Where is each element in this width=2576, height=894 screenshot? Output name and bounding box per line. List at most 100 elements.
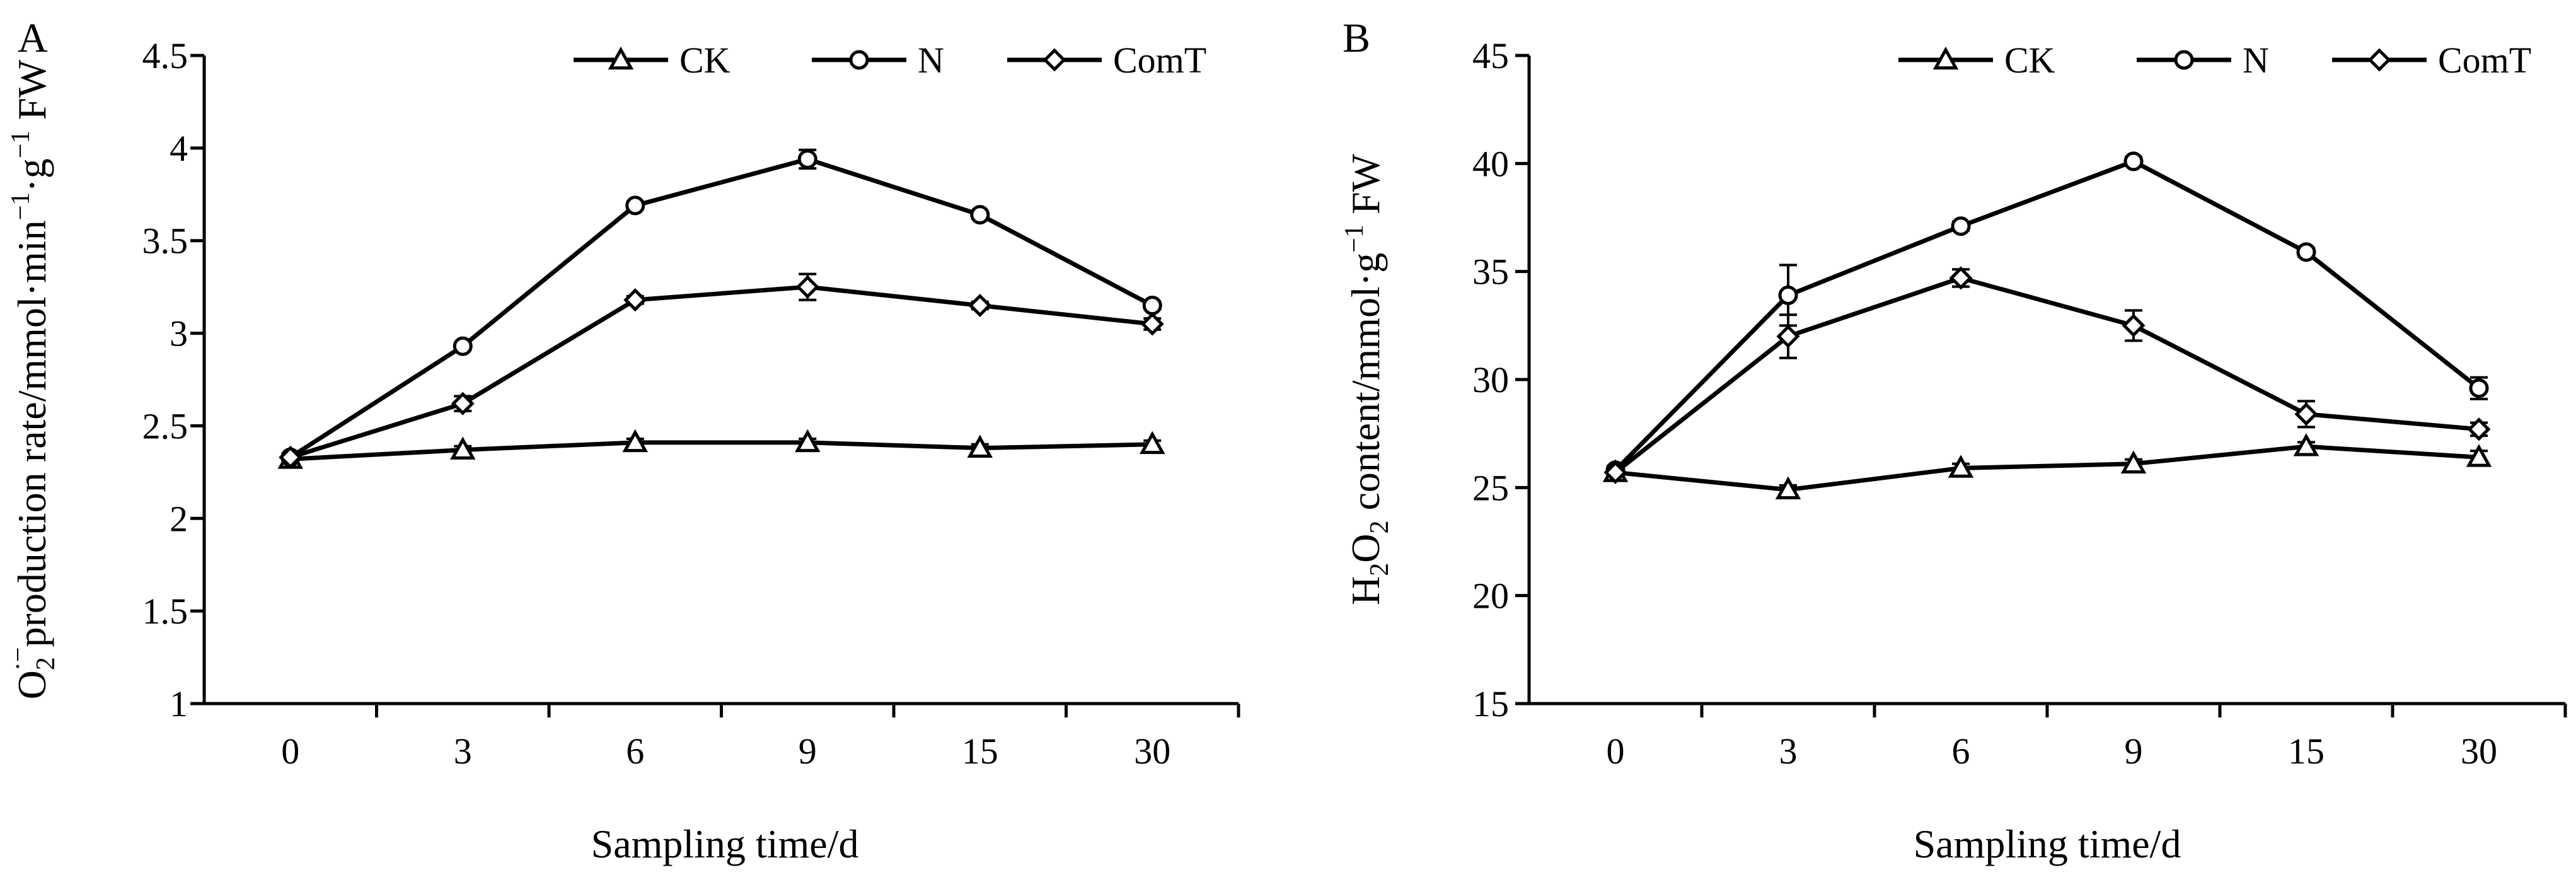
y-tick-label: 2.5 (142, 405, 188, 446)
series-n (1605, 151, 2489, 480)
y-title-sup: −1 (1340, 224, 1369, 253)
x-tick-label: 0 (281, 731, 299, 772)
y-tick-label: 20 (1472, 576, 1509, 617)
y-title-part: FW (1343, 153, 1388, 224)
y-tick-label: 15 (1472, 683, 1509, 724)
x-tick-label: 6 (626, 731, 644, 772)
data-point-comt (2294, 402, 2318, 426)
legend-item-n: N (2137, 40, 2269, 81)
y-tick-label: 25 (1472, 467, 1509, 508)
data-point-ck (1775, 476, 1801, 500)
data-point-comt (1603, 460, 1627, 484)
data-point-comt (1140, 312, 1164, 336)
panel-letter: A (18, 15, 48, 61)
series-ck (277, 429, 1165, 469)
x-tick-label: 6 (1952, 731, 1970, 772)
y-title-part: production rate/mmol·min (9, 220, 54, 647)
data-point-n (453, 336, 473, 356)
legend-label: CK (2004, 40, 2055, 81)
legend-item-comt: ComT (2332, 40, 2531, 81)
x-tick-label: 15 (2288, 731, 2325, 772)
data-point-ck (450, 436, 476, 460)
legend-marker-comt (1043, 48, 1066, 72)
legend-item-ck: CK (1898, 40, 2055, 81)
panel-letter: B (1343, 15, 1370, 61)
series-line-comt (289, 284, 1153, 460)
data-point-ck (1140, 431, 1165, 455)
data-point-comt (1949, 266, 1973, 290)
y-title-part: ·g (9, 158, 54, 192)
y-tick-label: 1 (170, 683, 188, 724)
y-title-part: content/mmol·g (1343, 253, 1388, 521)
data-point-n (1142, 296, 1162, 316)
y-tick-label: 4.5 (142, 35, 188, 76)
legend-label: CK (679, 40, 731, 81)
data-point-ck (967, 434, 993, 458)
x-tick-label: 3 (1779, 731, 1798, 772)
series-comt (279, 272, 1164, 469)
data-point-n (2469, 378, 2489, 398)
y-tick-label: 3 (170, 313, 188, 354)
data-point-n (2296, 242, 2316, 262)
y-title-part: FW (9, 59, 54, 131)
legend-item-ck: CK (574, 40, 731, 81)
y-title-sub: 2 (32, 657, 61, 670)
data-point-comt (623, 288, 647, 312)
data-point-ck (2293, 433, 2319, 456)
x-tick-label: 0 (1607, 731, 1625, 772)
x-tick-label: 9 (2125, 731, 2143, 772)
y-tick-label: 2 (170, 498, 188, 539)
legend-item-comt: ComT (1007, 40, 1206, 81)
y-title-sup: −1 (6, 192, 35, 221)
data-point-comt (451, 392, 475, 415)
data-point-n (797, 149, 817, 169)
y-title-sup: ·− (4, 647, 33, 671)
x-tick-label: 3 (454, 731, 472, 772)
y-tick-label: 4 (170, 128, 188, 169)
y-tick-label: 30 (1472, 359, 1509, 400)
legend-marker-comt (2367, 48, 2391, 72)
data-point-ck (795, 429, 821, 453)
data-point-comt (279, 445, 303, 469)
x-tick-label: 30 (2461, 731, 2497, 772)
y-title-sub: 2 (1365, 563, 1394, 576)
legend-marker-ck (1932, 46, 1959, 70)
legend-marker-ck (608, 46, 634, 70)
series-line-n (1614, 159, 2481, 472)
data-point-comt (795, 275, 819, 299)
legend-marker-n (2174, 50, 2194, 70)
x-tick-label: 30 (1134, 731, 1170, 772)
series-line-n (289, 156, 1153, 460)
y-title-sub: 2 (1365, 521, 1394, 534)
data-point-n (1951, 216, 1971, 236)
y-axis-title: H2O2 content/mmol·g−1 FW (1340, 153, 1394, 605)
data-point-n (970, 205, 990, 225)
legend-label: ComT (2438, 40, 2531, 81)
data-point-n (625, 195, 645, 216)
legend-label: ComT (1113, 40, 1206, 81)
data-point-n (1778, 285, 1798, 305)
y-tick-label: 45 (1472, 35, 1509, 76)
data-point-ck (2120, 450, 2147, 473)
x-tick-label: 15 (962, 731, 998, 772)
y-title-part: O (9, 670, 54, 699)
y-title-sup: −1 (6, 131, 35, 159)
y-tick-label: 1.5 (142, 591, 188, 632)
x-axis-title: Sampling time/d (591, 821, 859, 866)
series-ck (1602, 433, 2492, 500)
y-tick-label: 35 (1472, 252, 1509, 293)
chart-panel-a: A 1 1.5 2 2.5 3 3.5 4 4.5 0 3 6 9 15 30 Sampling time/d… (4, 15, 1240, 866)
data-point-ck (622, 429, 648, 453)
series-line-comt (1614, 276, 2480, 475)
series-line-ck (290, 440, 1153, 462)
legend-marker-n (849, 50, 869, 70)
legend-label: N (2243, 40, 2269, 81)
y-tick-label: 40 (1472, 143, 1509, 184)
data-point-comt (1776, 324, 1800, 349)
legend-item-n: N (812, 40, 944, 81)
y-axis-title: O2·−production rate/mmol·min−1·g−1 FW (4, 59, 61, 699)
data-point-ck (1948, 455, 1974, 478)
y-tick-label: 3.5 (142, 221, 188, 262)
